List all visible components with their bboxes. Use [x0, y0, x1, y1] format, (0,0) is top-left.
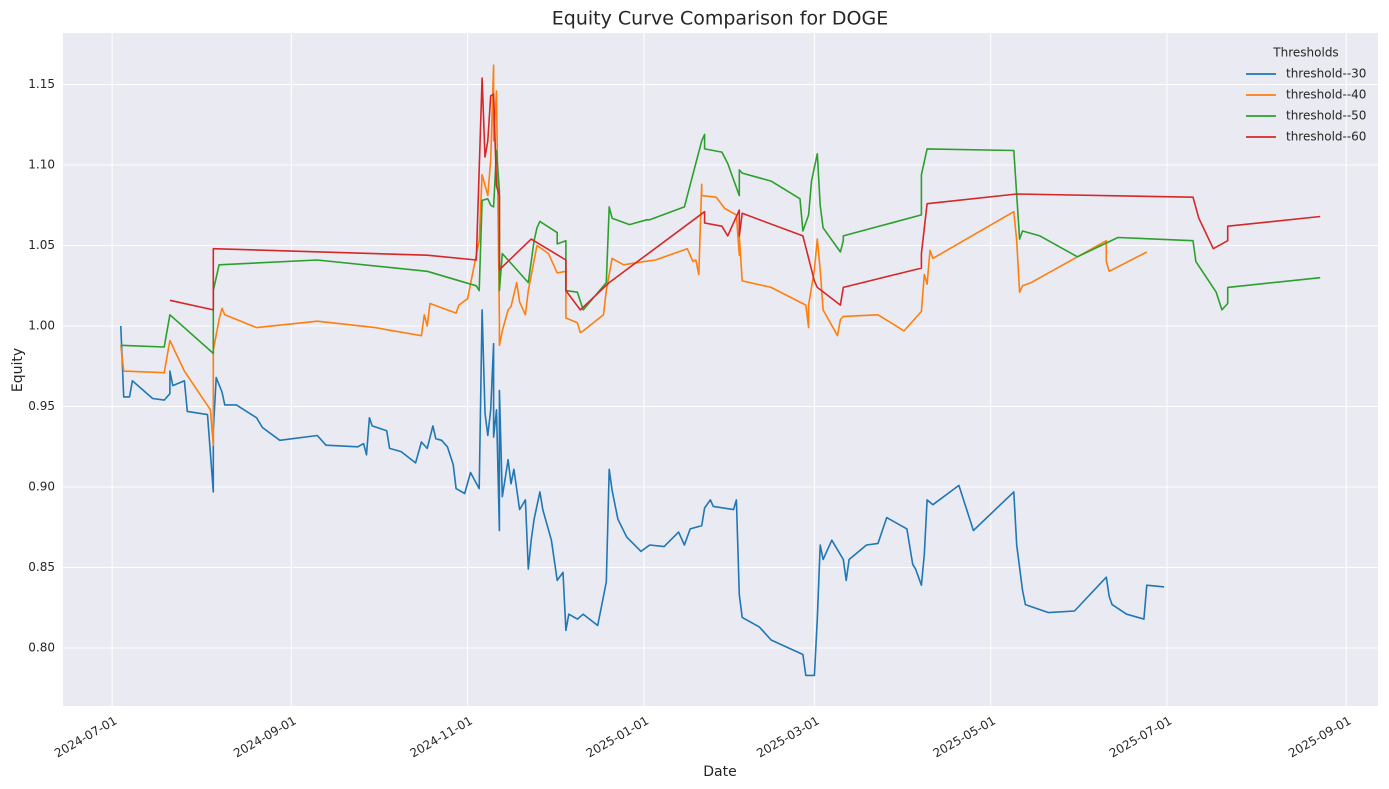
legend-label: threshold--50 [1286, 109, 1366, 123]
y-tick-label: 0.95 [28, 399, 55, 413]
grid [63, 33, 1378, 706]
legend-label: threshold--30 [1286, 67, 1366, 81]
series-line [169, 77, 1321, 311]
legend-title: Thresholds [1272, 46, 1338, 60]
series-line [120, 309, 1165, 677]
x-tick-label: 2024-11-01 [407, 714, 474, 761]
x-tick-label: 2025-03-01 [754, 714, 821, 761]
series-line [120, 64, 1148, 446]
plot-area [63, 33, 1378, 706]
x-tick-label: 2025-07-01 [1107, 714, 1174, 761]
y-tick-label: 0.80 [28, 641, 55, 655]
legend: Thresholds threshold--30 threshold--40 thre… [1246, 46, 1366, 144]
y-axis-label: Equity [10, 348, 26, 392]
y-tick-label: 1.05 [28, 238, 55, 252]
y-tick-label: 1.10 [28, 158, 55, 172]
legend-label: threshold--40 [1286, 88, 1366, 102]
x-tick-label: 2025-01-01 [584, 714, 651, 761]
y-tick-label: 1.00 [28, 319, 55, 333]
x-axis-label: Date [703, 764, 736, 780]
lines [120, 64, 1321, 677]
y-tick-label: 1.15 [28, 77, 55, 91]
x-tick-label: 2024-07-01 [52, 714, 119, 761]
x-tick-label: 2025-05-01 [931, 714, 998, 761]
x-tick-label: 2025-09-01 [1286, 714, 1353, 761]
y-tick-label: 0.85 [28, 560, 55, 574]
y-tick-label: 0.90 [28, 480, 55, 494]
chart-title: Equity Curve Comparison for DOGE [552, 8, 889, 30]
x-tick-label: 2024-09-01 [231, 714, 298, 761]
legend-label: threshold--60 [1286, 130, 1366, 144]
